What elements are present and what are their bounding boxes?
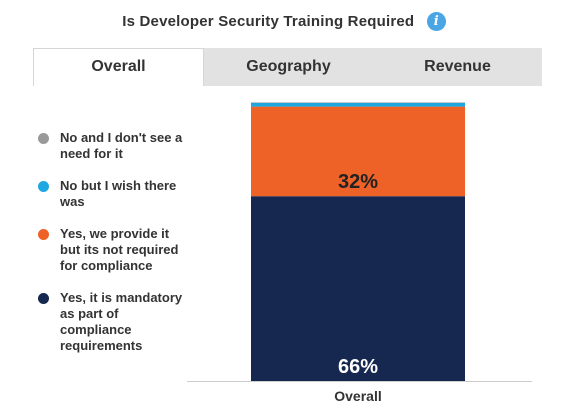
tab-overall[interactable]: Overall (33, 48, 204, 86)
tab-bar: Overall Geography Revenue (33, 48, 542, 86)
chart-title: Is Developer Security Training Required (122, 13, 415, 30)
legend-item-no-need[interactable]: No and I don't see a need for it (38, 130, 188, 162)
legend-marker-mandatory (38, 293, 49, 304)
tab-revenue[interactable]: Revenue (424, 58, 491, 75)
data-label-1: 32% (338, 171, 378, 193)
bar-segment-0[interactable] (251, 196, 465, 381)
bar-segment-3[interactable] (251, 102, 465, 103)
legend-label-provided: Yes, we provide it but its not required … (60, 226, 179, 273)
legend-item-provided[interactable]: Yes, we provide it but its not required … (38, 226, 188, 274)
data-label-0: 66% (338, 356, 378, 378)
legend-item-wish[interactable]: No but I wish there was (38, 178, 188, 210)
tab-geography[interactable]: Geography (246, 58, 331, 75)
x-tick-label-0: Overall (334, 388, 381, 404)
legend-label-no-need: No and I don't see a need for it (60, 130, 183, 161)
legend: No and I don't see a need for it No but … (38, 130, 188, 370)
legend-label-mandatory: Yes, it is mandatory as part of complian… (60, 290, 183, 353)
legend-marker-provided (38, 229, 49, 240)
chart-header: Is Developer Security Training Required … (0, 12, 568, 34)
legend-marker-wish (38, 181, 49, 192)
bar-stack: 66% 32% (251, 102, 465, 381)
legend-label-wish: No but I wish there was (60, 178, 177, 209)
legend-marker-no-need (38, 133, 49, 144)
bar-segment-2[interactable] (251, 102, 465, 107)
bar-segment-1[interactable] (251, 106, 465, 197)
x-tick-labels: Overall (334, 388, 381, 404)
info-icon[interactable]: i (426, 12, 446, 31)
legend-item-mandatory[interactable]: Yes, it is mandatory as part of complian… (38, 290, 188, 354)
